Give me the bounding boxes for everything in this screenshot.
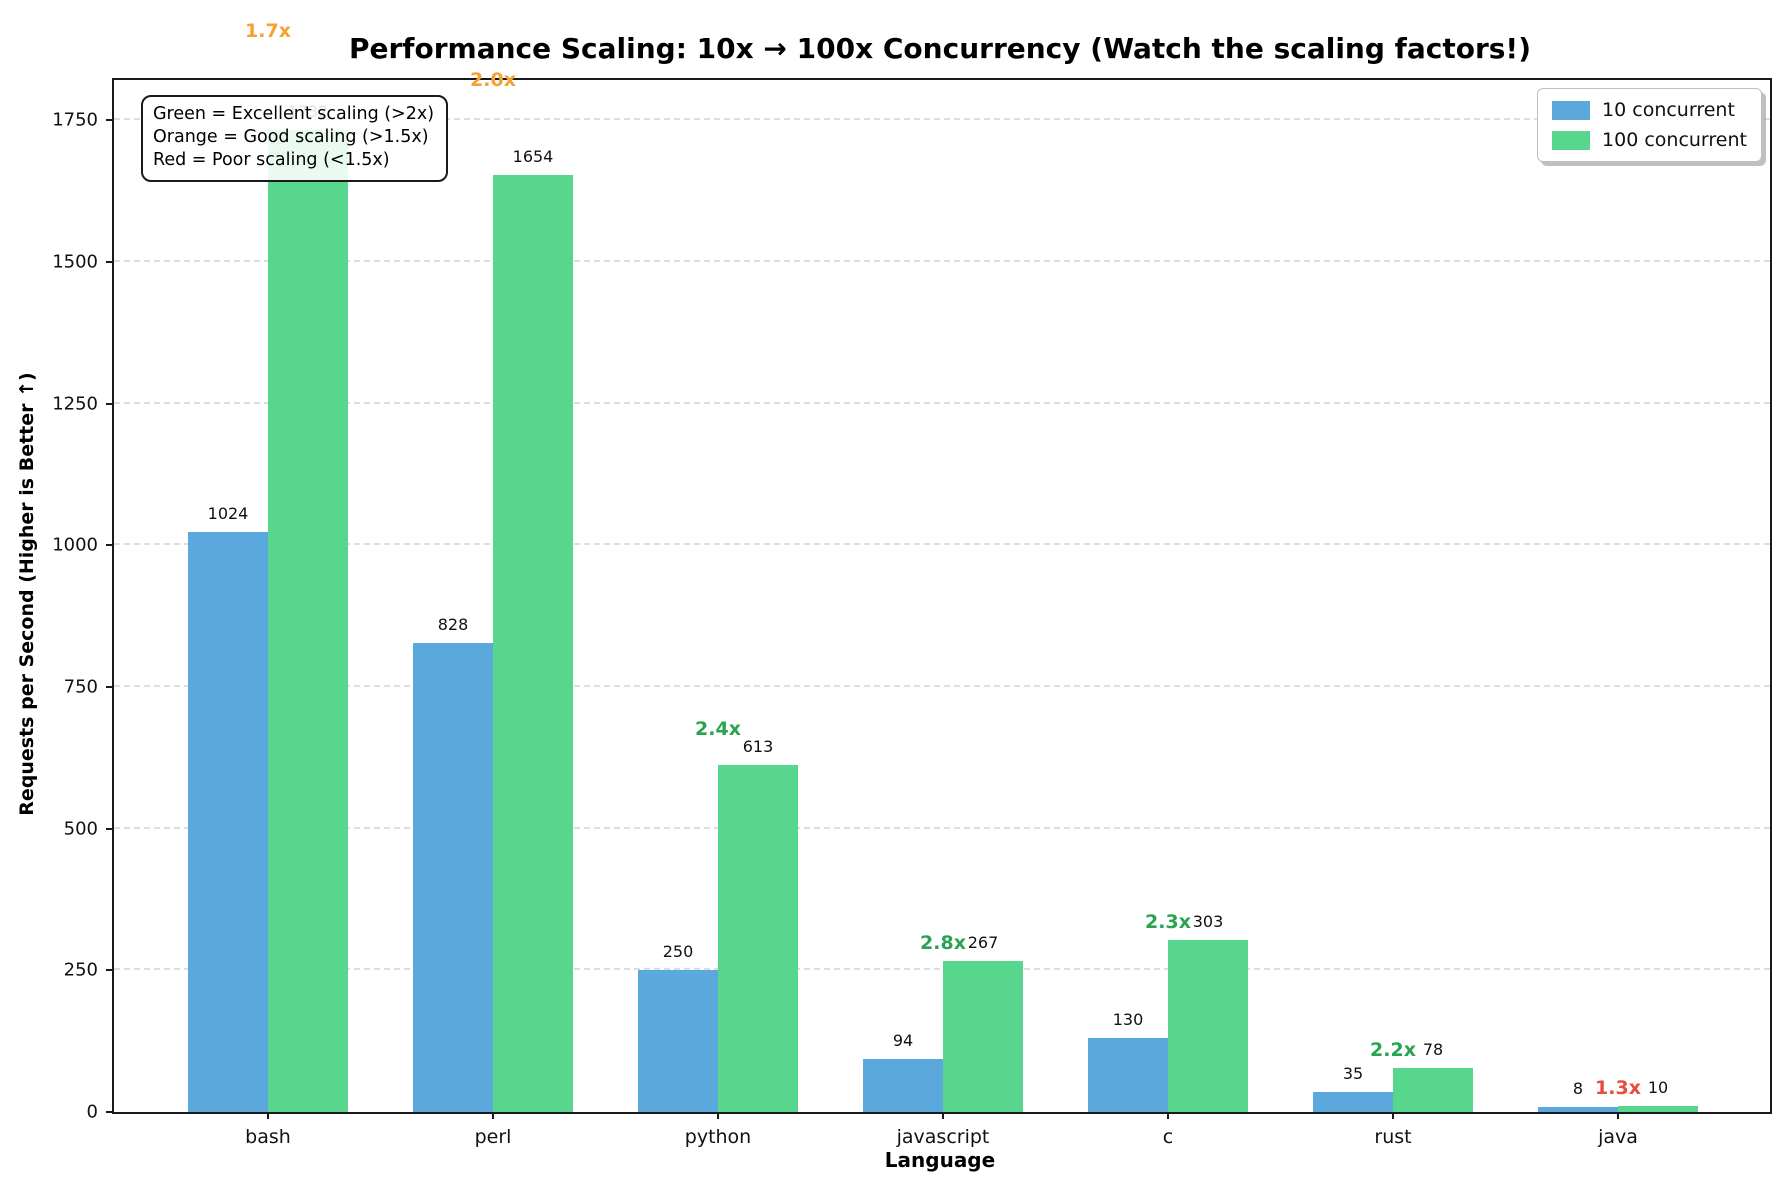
x-tick-label-java: java	[1598, 1126, 1638, 1148]
bar-c-10-concurrent	[1088, 1038, 1168, 1112]
bar-javascript-100-concurrent	[943, 961, 1023, 1112]
annotation-line-green: Green = Excellent scaling (>2x)	[153, 104, 435, 124]
gridline-1750	[114, 118, 1770, 121]
x-tick-mark-javascript	[942, 1112, 944, 1119]
y-tick-mark-250	[106, 969, 114, 972]
x-tick-mark-c	[1167, 1112, 1169, 1119]
gridline-250	[114, 968, 1770, 971]
y-tick-label-1250: 1250	[52, 393, 98, 415]
gridline-1500	[114, 259, 1770, 262]
annotation-line-red: Red = Poor scaling (<1.5x)	[153, 150, 390, 171]
gridline-1000	[114, 543, 1770, 546]
bar-bash-10-concurrent	[188, 532, 268, 1112]
y-tick-mark-1750	[106, 119, 114, 122]
bar-java-10-concurrent	[1538, 1107, 1618, 1112]
y-tick-label-500: 500	[63, 818, 98, 840]
legend-swatch-10-concurrent	[1552, 100, 1591, 120]
bar-value-rust-100-concurrent: 78	[1422, 1040, 1444, 1059]
x-tick-label-perl: perl	[474, 1126, 512, 1148]
scaling-factor-perl: 2.0x	[470, 68, 516, 91]
bar-rust-100-concurrent	[1393, 1068, 1473, 1112]
bar-perl-100-concurrent	[493, 175, 573, 1112]
bar-value-c-100-concurrent: 303	[1192, 912, 1224, 931]
bar-value-python-100-concurrent: 613	[742, 737, 774, 756]
y-tick-label-750: 750	[63, 676, 98, 698]
x-tick-label-python: python	[684, 1126, 752, 1148]
legend-item-100-concurrent: 100 concurrent	[1552, 129, 1747, 151]
y-tick-label-0: 0	[86, 1101, 98, 1123]
y-tick-label-1000: 1000	[52, 534, 98, 556]
legend-swatch-100-concurrent	[1552, 130, 1591, 150]
y-tick-mark-750	[106, 685, 114, 688]
annotation-line-orange: Orange = Good scaling (>1.5x)	[153, 127, 429, 148]
bar-value-rust-10-concurrent: 35	[1342, 1064, 1364, 1083]
bar-java-100-concurrent	[1618, 1106, 1698, 1112]
bar-value-perl-10-concurrent: 828	[437, 615, 469, 634]
y-tick-mark-1500	[106, 260, 114, 263]
x-tick-label-javascript: javascript	[896, 1126, 990, 1148]
scaling-legend-annotation: Green = Excellent scaling (>2x) Orange =…	[141, 95, 449, 183]
x-tick-mark-python	[717, 1112, 719, 1119]
y-tick-label-1750: 1750	[52, 109, 98, 131]
bar-value-c-10-concurrent: 130	[1112, 1010, 1144, 1029]
y-tick-mark-1000	[106, 544, 114, 547]
x-tick-mark-rust	[1392, 1112, 1394, 1119]
legend-item-10-concurrent: 10 concurrent	[1552, 99, 1747, 121]
y-tick-mark-500	[106, 827, 114, 830]
bar-javascript-10-concurrent	[863, 1059, 943, 1112]
x-tick-mark-java	[1617, 1112, 1619, 1119]
y-tick-label-1500: 1500	[52, 251, 98, 273]
bar-value-perl-100-concurrent: 1654	[512, 147, 554, 166]
x-tick-label-c: c	[1162, 1126, 1174, 1148]
y-tick-label-250: 250	[63, 959, 98, 981]
y-tick-mark-1250	[106, 402, 114, 405]
bar-c-100-concurrent	[1168, 940, 1248, 1112]
bar-value-python-10-concurrent: 250	[662, 942, 694, 961]
bar-python-10-concurrent	[638, 970, 718, 1112]
scaling-factor-rust: 2.2x	[1370, 1038, 1416, 1061]
chart-title: Performance Scaling: 10x → 100x Concurre…	[348, 32, 1531, 65]
scaling-factor-c: 2.3x	[1145, 911, 1191, 934]
bar-bash-100-concurrent	[268, 130, 348, 1112]
gridline-1250	[114, 401, 1770, 404]
scaling-factor-java: 1.3x	[1595, 1077, 1641, 1100]
bar-value-bash-10-concurrent: 1024	[207, 504, 249, 523]
x-axis-label: Language	[884, 1148, 996, 1172]
x-tick-mark-bash	[267, 1112, 269, 1119]
bar-python-100-concurrent	[718, 765, 798, 1112]
bar-value-javascript-10-concurrent: 94	[892, 1031, 914, 1050]
plot-area: Green = Excellent scaling (>2x) Orange =…	[52, 20, 1772, 1148]
y-axis-label: Requests per Second (Higher is Better ↑)	[16, 372, 38, 816]
legend: 10 concurrent 100 concurrent	[1537, 88, 1762, 162]
scaling-factor-bash: 1.7x	[245, 20, 291, 43]
x-tick-label-rust: rust	[1374, 1126, 1412, 1148]
legend-label-100-concurrent: 100 concurrent	[1602, 129, 1747, 151]
gridline-750	[114, 684, 1770, 687]
x-tick-mark-perl	[492, 1112, 494, 1119]
x-tick-label-bash: bash	[245, 1126, 291, 1148]
bar-value-java-10-concurrent: 8	[1572, 1079, 1584, 1098]
legend-label-10-concurrent: 10 concurrent	[1602, 99, 1735, 121]
bar-value-javascript-100-concurrent: 267	[967, 933, 999, 952]
bar-value-java-100-concurrent: 10	[1647, 1078, 1669, 1097]
y-tick-mark-0	[106, 1111, 114, 1113]
scaling-factor-python: 2.4x	[695, 717, 741, 740]
scaling-factor-javascript: 2.8x	[920, 931, 966, 954]
bar-rust-10-concurrent	[1313, 1092, 1393, 1112]
gridline-500	[114, 826, 1770, 829]
bar-perl-10-concurrent	[413, 643, 493, 1112]
